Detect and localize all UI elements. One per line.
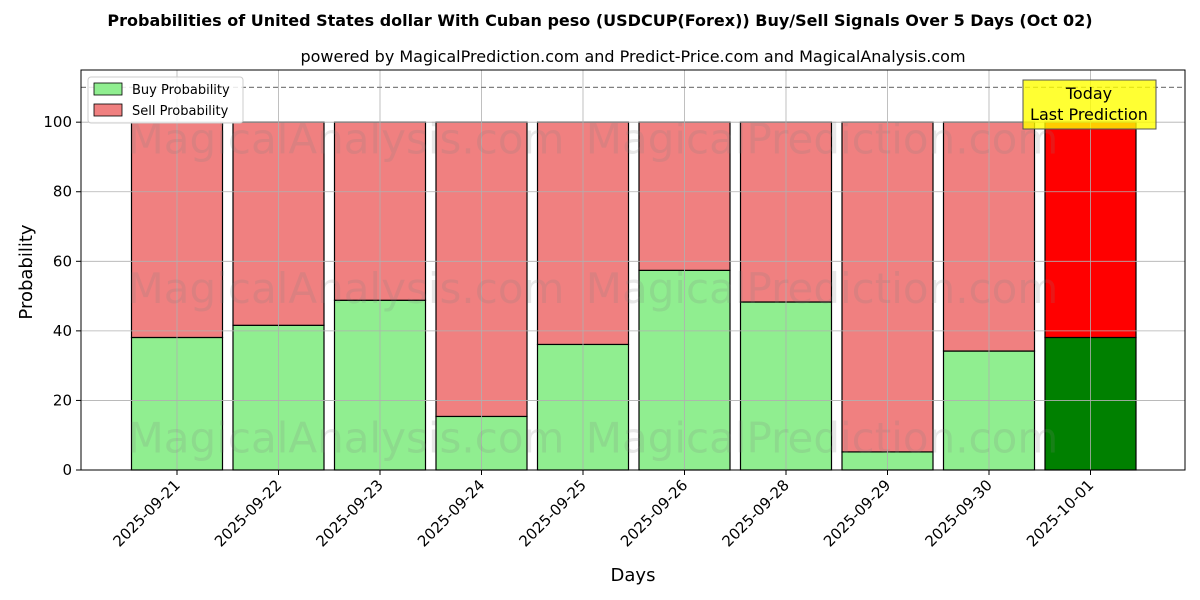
x-tick-label: 2025-09-24: [414, 476, 488, 550]
plot-frame: [80, 69, 1186, 471]
watermark-text: MagicalPrediction.com: [586, 114, 1059, 163]
annotation-line: Last Prediction: [1030, 105, 1148, 124]
legend: Buy Probability Sell Probability: [87, 76, 244, 124]
x-axis-label: Days: [611, 565, 656, 586]
plot-area: MagicalAnalysis.com MagicalPrediction.com…: [43, 69, 1186, 550]
legend-swatch-sell: [93, 103, 123, 117]
x-tick-label: 2025-10-01: [1023, 476, 1097, 550]
x-tick-label: 2025-09-22: [211, 476, 285, 550]
chart-subtitle: powered by MagicalPrediction.com and Pre…: [300, 47, 965, 66]
chart-title: Probabilities of United States dollar Wi…: [107, 11, 1092, 30]
annotation-box: [1022, 79, 1157, 130]
watermark-text: MagicalAnalysis.com: [128, 414, 565, 463]
legend-swatch-buy: [93, 82, 123, 96]
legend-box: [87, 76, 244, 124]
x-tick-label: 2025-09-23: [312, 476, 386, 550]
y-tick-label: 60: [53, 252, 72, 270]
x-tick-label: 2025-09-30: [921, 476, 995, 550]
x-tick-label: 2025-09-28: [718, 476, 792, 550]
y-tick-label: 80: [53, 183, 72, 201]
y-tick-label: 100: [43, 113, 72, 131]
x-tick-label: 2025-09-26: [617, 476, 691, 550]
y-axis-label: Probability: [16, 224, 37, 319]
x-tick-label: 2025-09-21: [109, 476, 183, 550]
x-tick-label: 2025-09-29: [820, 476, 894, 550]
today-annotation: Today Last Prediction: [1022, 79, 1157, 130]
watermark-text: MagicalPrediction.com: [586, 414, 1059, 463]
annotation-line: Today: [1065, 84, 1112, 103]
x-tick-label: 2025-09-25: [515, 476, 589, 550]
legend-label-sell: Sell Probability: [132, 104, 229, 119]
y-tick-label: 40: [53, 322, 72, 340]
y-tick-label: 0: [62, 461, 72, 479]
watermark-text: MagicalAnalysis.com: [128, 264, 565, 313]
y-tick-label: 20: [53, 391, 72, 409]
legend-label-buy: Buy Probability: [132, 83, 230, 98]
watermark-text: MagicalPrediction.com: [586, 264, 1059, 313]
